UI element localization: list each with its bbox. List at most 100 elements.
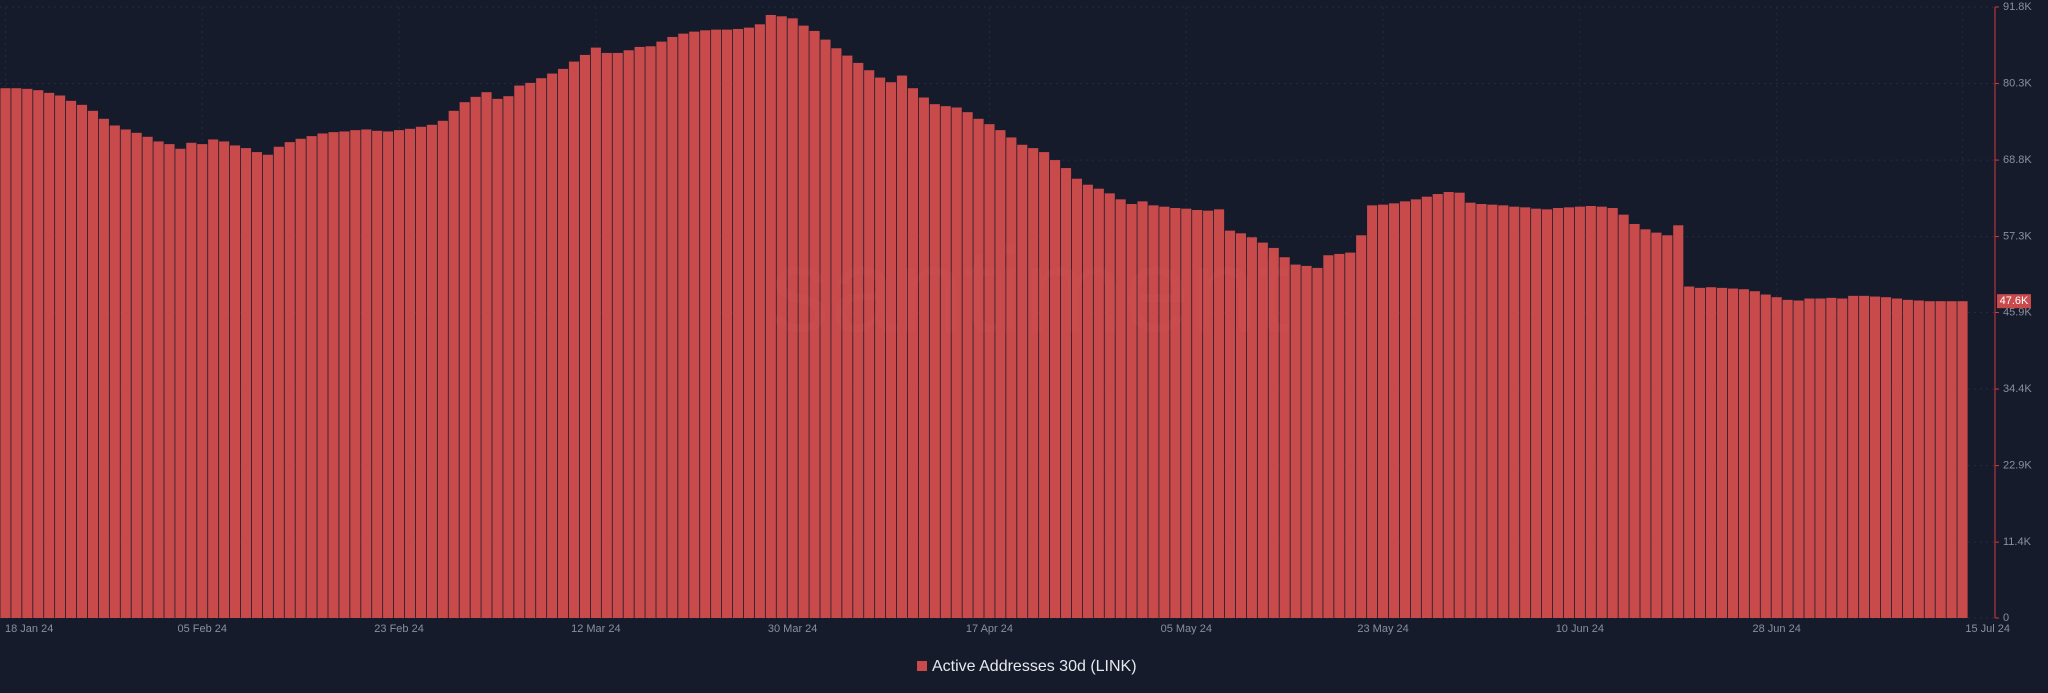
bar <box>66 100 77 618</box>
bar <box>1487 204 1498 619</box>
bar <box>1815 298 1826 618</box>
last-value-badge <box>1997 294 2031 309</box>
bar <box>44 92 55 618</box>
bar <box>1498 205 1509 618</box>
bar <box>1891 298 1902 618</box>
y-tick-label: 0 <box>2003 612 2009 624</box>
bar <box>437 120 448 619</box>
bar <box>1848 295 1859 618</box>
bar <box>383 131 394 619</box>
bar <box>76 104 88 619</box>
bar <box>1378 204 1389 619</box>
bar <box>1913 300 1924 618</box>
bar <box>1214 209 1225 618</box>
bar <box>55 95 66 618</box>
bar <box>1771 297 1782 618</box>
bar <box>645 46 656 619</box>
y-tick-label: 68.8K <box>2003 154 2032 166</box>
bar <box>164 144 175 618</box>
bar <box>131 132 142 618</box>
bar <box>896 75 908 619</box>
bar <box>295 138 306 619</box>
bar <box>798 25 809 618</box>
bar <box>175 148 186 618</box>
bar <box>317 133 328 618</box>
bar <box>809 30 820 618</box>
bar <box>1301 265 1312 618</box>
x-tick-label: 28 Jun 24 <box>1753 623 1801 635</box>
bar <box>1367 205 1378 618</box>
bar <box>1257 242 1268 618</box>
bar <box>1224 230 1236 619</box>
bar <box>481 92 492 618</box>
bar <box>984 124 995 619</box>
bar <box>1050 160 1061 618</box>
bar <box>1476 204 1487 618</box>
bar <box>415 126 426 618</box>
bar <box>820 39 831 619</box>
bar <box>1388 203 1400 618</box>
bar <box>743 27 754 619</box>
bar <box>372 130 383 619</box>
bar <box>273 146 284 618</box>
bar <box>1749 291 1760 618</box>
bar <box>394 130 405 618</box>
x-tick-label: 30 Mar 24 <box>768 623 818 635</box>
bar <box>1870 296 1881 618</box>
bar <box>1071 178 1082 619</box>
bar <box>1356 235 1367 618</box>
bar <box>1290 264 1301 618</box>
y-tick-label: 91.8K <box>2003 1 2032 13</box>
y-tick-label: 34.4K <box>2003 383 2032 395</box>
bar <box>875 77 886 618</box>
x-tick-label: 15 Jul 24 <box>1965 623 2010 635</box>
bar <box>350 130 361 618</box>
x-tick-label: 23 May 24 <box>1357 623 1408 635</box>
bar <box>1826 297 1837 618</box>
bar <box>1640 229 1651 618</box>
bar <box>1662 235 1673 618</box>
bar <box>1181 208 1192 619</box>
bar <box>1760 294 1771 618</box>
x-tick-label: 18 Jan 24 <box>5 623 53 635</box>
bar <box>1399 201 1410 619</box>
bar <box>219 141 230 618</box>
x-tick-label: 05 May 24 <box>1161 623 1212 635</box>
bar <box>722 29 733 618</box>
bar <box>1563 207 1574 618</box>
bar <box>1017 144 1028 618</box>
bar <box>230 145 241 618</box>
bar <box>732 28 744 619</box>
bar <box>1585 206 1596 618</box>
bar <box>142 136 153 618</box>
bar <box>1465 202 1476 618</box>
bar <box>208 139 219 618</box>
bar <box>1443 192 1454 618</box>
bar <box>459 102 470 619</box>
bar <box>1410 199 1421 618</box>
bar <box>1082 184 1093 618</box>
bar <box>11 88 22 618</box>
bar <box>1323 255 1334 618</box>
legend-label[interactable]: Active Addresses 30d (LINK) <box>932 658 1137 675</box>
bar <box>98 118 109 619</box>
x-tick-label: 10 Jun 24 <box>1556 623 1604 635</box>
bar <box>623 50 634 619</box>
bar <box>0 88 11 618</box>
bar <box>1203 210 1214 618</box>
bar <box>1673 225 1684 618</box>
bar <box>1454 192 1465 618</box>
bar <box>711 29 722 618</box>
x-tick-label: 05 Feb 24 <box>177 623 227 635</box>
bar <box>612 52 623 619</box>
bar <box>1126 204 1137 618</box>
bar <box>1268 247 1279 618</box>
bar <box>689 31 700 619</box>
bar <box>1115 199 1126 618</box>
bar <box>558 68 569 619</box>
bar <box>601 52 612 619</box>
bars <box>0 14 1968 619</box>
bar <box>87 110 98 618</box>
bar <box>1837 298 1848 618</box>
bar <box>634 46 645 619</box>
